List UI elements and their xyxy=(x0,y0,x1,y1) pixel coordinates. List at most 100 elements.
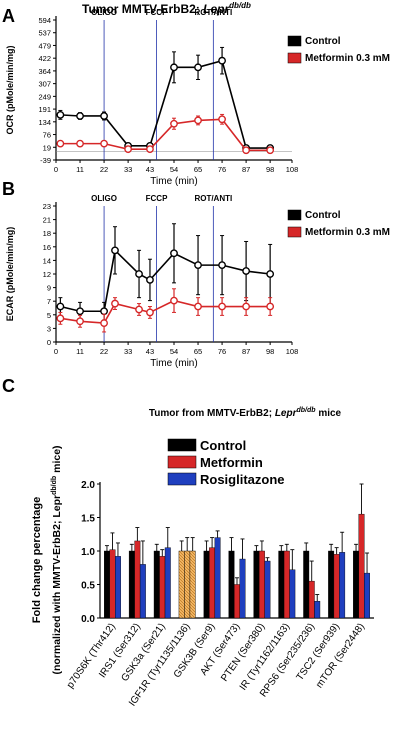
panel-b-y-tick-label: 16 xyxy=(43,243,51,252)
panel-a-series-line-control xyxy=(60,59,271,149)
panel-a-y-tick-label: 19 xyxy=(43,143,51,152)
panel-b-legend-label: Control xyxy=(305,210,341,221)
panel-c-legend-swatch xyxy=(167,455,197,469)
panel-b-x-tick-label: 11 xyxy=(76,347,84,356)
panel-b-legend-swatch xyxy=(287,209,302,221)
panel-c-bar xyxy=(328,550,335,619)
panel-a-x-tick-label: 11 xyxy=(76,165,84,174)
panel-b-x-tick-label: 54 xyxy=(170,347,178,356)
panel-b-data-point xyxy=(76,307,84,316)
panel-c-title: Tumor from MMTV-ErbB2; Leprdb/db mice xyxy=(149,407,342,419)
panel-b-data-point xyxy=(266,302,275,311)
panel-c-legend-label: Rosiglitazone xyxy=(200,472,285,487)
panel-c-y-axis-title-line2: (normalized with MMTV-ErbB2; Leprdb/db m… xyxy=(51,445,63,674)
panel-b-series-line-control xyxy=(60,248,271,313)
panel-c-bar xyxy=(333,554,340,619)
panel-b-y-tick-label: 18 xyxy=(43,229,51,238)
panel-b-legend-swatch xyxy=(287,226,302,238)
panel-c-bar xyxy=(228,550,235,619)
panel-a-title-sup: db/db xyxy=(229,1,251,10)
panel-b-data-point xyxy=(111,299,119,308)
panel-b-injection-label: ROT/ANTI xyxy=(194,194,232,203)
panel-b-x-tick-label: 22 xyxy=(100,347,108,356)
panel-a-x-tick-label: 54 xyxy=(170,165,178,174)
panel-b-y-axis-title: ECAR (pMole/min/mg) xyxy=(5,227,15,322)
panel-b-data-point xyxy=(218,261,226,270)
panel-b-legend-label: Metformin 0.3 mM xyxy=(305,227,390,238)
panel-c-bar xyxy=(314,601,321,619)
panel-c-bar xyxy=(178,550,185,619)
panel-c-bar xyxy=(353,550,359,619)
panel-b-data-point xyxy=(100,319,108,327)
panel-a-y-axis-title: OCR (pMole/min/mg) xyxy=(5,46,15,135)
panel-b-data-point xyxy=(218,302,226,311)
panel-c-y-tick-label: 1.0 xyxy=(81,547,95,558)
panel-a-data-point xyxy=(170,63,178,72)
panel-c-bar xyxy=(278,550,285,619)
panel-a-y-tick-label: 191 xyxy=(38,105,51,114)
panel-a-data-point xyxy=(194,63,202,72)
panel-a-legend-label: Control xyxy=(305,36,341,47)
panel-a-legend-label: Metformin 0.3 mM xyxy=(305,53,390,64)
panel-a-legend-swatch xyxy=(287,35,302,47)
panel-c-y-axis-title-sup: db/db xyxy=(51,476,58,495)
panel-a-injection-label: FCCP xyxy=(146,8,168,17)
panel-c-bar xyxy=(109,549,116,619)
panel-a-x-axis-title: Time (min) xyxy=(150,176,197,187)
panel-b-y-tick-label: 14 xyxy=(43,256,51,265)
panel-c-bar xyxy=(289,569,296,619)
panel-a-data-point xyxy=(194,116,202,125)
panel-a-data-point xyxy=(170,119,178,128)
panel-b-x-tick-label: 65 xyxy=(194,347,202,356)
panel-b-x-tick-label: 87 xyxy=(242,347,250,356)
panel-a-data-point xyxy=(218,115,226,124)
panel-a-data-point xyxy=(266,146,275,155)
panel-a-data-point xyxy=(100,112,108,120)
panel-c-legend-swatch xyxy=(167,472,197,486)
panel-b-x-tick-label: 98 xyxy=(266,347,274,356)
panel-b-x-tick-label: 76 xyxy=(218,347,226,356)
panel-label-b: B xyxy=(2,179,15,199)
panel-a-y-tick-label: 364 xyxy=(38,67,51,76)
panel-a-data-point xyxy=(56,110,65,119)
panel-b-y-tick-label: 3 xyxy=(47,324,51,333)
panel-b-x-tick-label: 108 xyxy=(286,347,299,356)
panel-a-legend-swatch xyxy=(287,52,302,64)
panel-a-x-tick-label: 98 xyxy=(266,165,274,174)
panel-a-x-tick-label: 108 xyxy=(286,165,299,174)
panel-c-title-suffix: mice xyxy=(316,408,342,419)
panel-a-y-tick-label: 249 xyxy=(38,92,51,101)
panel-a-y-tick-label: 537 xyxy=(38,29,51,38)
panel-c-bar xyxy=(258,550,265,619)
panel-a-data-point xyxy=(100,139,108,148)
panel-b-y-tick-label: 21 xyxy=(43,216,51,225)
panel-b-y-tick-label: 9 xyxy=(47,284,51,293)
panel-a-x-tick-label: 65 xyxy=(194,165,202,174)
panel-a-y-tick-label: 76 xyxy=(43,131,51,140)
panel-a-x-tick-label: 76 xyxy=(218,165,226,174)
panel-a-title: Tumor MMTV-ErbB2; Leprdb/db xyxy=(82,1,251,16)
panel-b-data-point xyxy=(194,261,202,270)
panel-b-data-point xyxy=(76,317,84,326)
panel-a-data-point xyxy=(242,146,251,155)
panel-a-data-point xyxy=(56,139,65,148)
panel-c-bar xyxy=(239,558,246,619)
panel-c-bar xyxy=(214,537,221,619)
panel-c-bar xyxy=(184,550,191,619)
panel-b-x-tick-label: 33 xyxy=(124,347,132,356)
panel-c-bar xyxy=(128,550,135,619)
panel-b-data-point xyxy=(170,249,178,258)
panel-c-title-italic: Lepr xyxy=(275,408,298,419)
panel-c-y-tick-label: 0.0 xyxy=(81,614,95,625)
panel-c-bar xyxy=(253,550,260,619)
panel-b-data-point xyxy=(135,305,143,314)
panel-c-bar xyxy=(134,540,141,619)
panel-c-bar xyxy=(209,547,216,619)
panel-c-bar xyxy=(308,580,315,619)
panel-c-bar xyxy=(189,550,196,619)
panel-a-data-point xyxy=(76,139,84,148)
panel-b-data-point xyxy=(146,276,154,284)
ocr-chart: -39 19 76 134 191 249 307 364 422 479 537 594 0 11 22 3… xyxy=(5,8,390,187)
panel-c-y-tick-label: 1.5 xyxy=(81,514,95,525)
panel-c-y-axis-title-line1: Fold change percentage xyxy=(31,497,43,624)
